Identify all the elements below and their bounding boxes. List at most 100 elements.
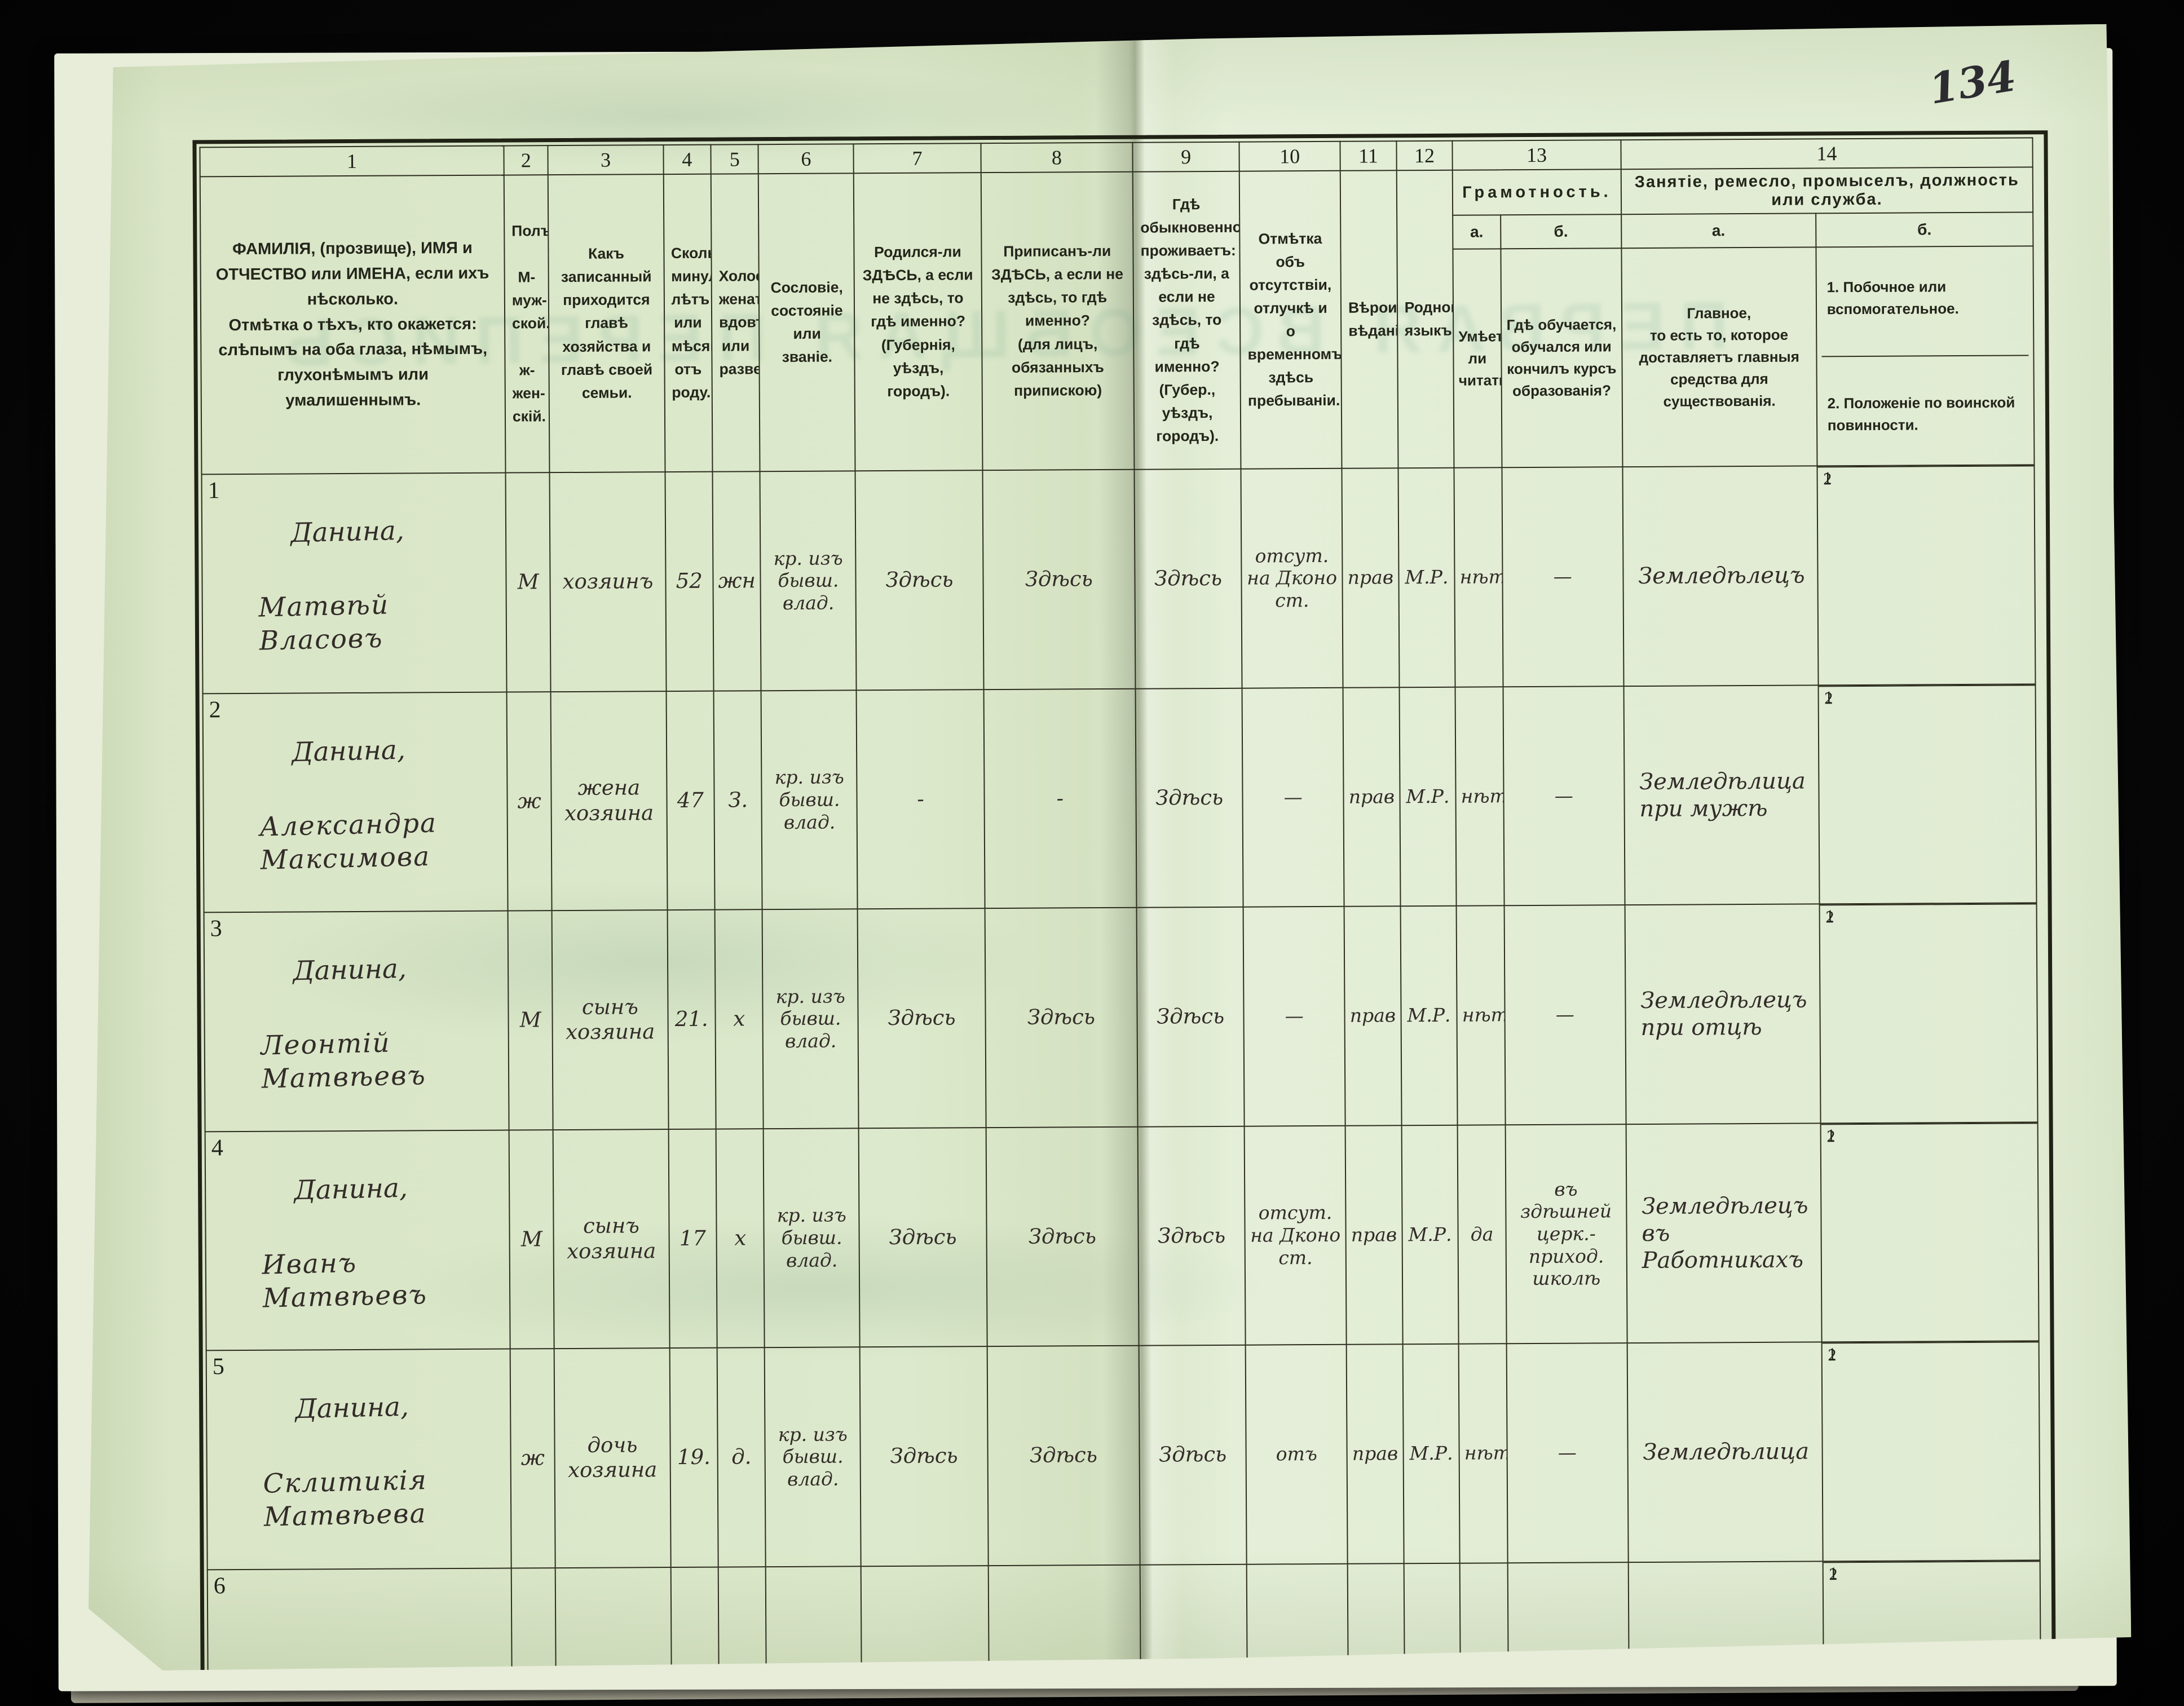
cell-age: 17: [668, 1129, 717, 1348]
col-number-13: 13: [1453, 140, 1621, 170]
row-number: 6: [213, 1572, 226, 1599]
table-body: 1 Данина, Матвѣй Власовъ М хозяинъ 52 жн…: [202, 465, 2044, 1706]
page-number: 134: [1925, 52, 2019, 114]
cell-residence: Здѣсь: [1135, 469, 1242, 688]
cell-religion: прав: [1344, 906, 1402, 1125]
literacy-a-label: а.: [1453, 215, 1501, 249]
header-absence-column: Отмѣтка объ отсутствіи, отлучкѣ и о врем…: [1239, 171, 1342, 469]
cell-occupation: Земледѣлецъ: [1622, 466, 1818, 686]
cell-name: 1 Данина, Матвѣй Власовъ: [202, 473, 507, 693]
cell-language: М.Р.: [1400, 906, 1458, 1125]
handwritten-name: Данина, Иванъ Матвѣевъ: [261, 1172, 428, 1314]
col-number-2: 2: [504, 145, 548, 175]
cell-education: въ здѣшней церк.-приход. школѣ: [1505, 1124, 1627, 1344]
cell-estate: кр. изъ бывш. влад.: [764, 1128, 860, 1347]
side-sub-1: 1: [1817, 465, 2033, 467]
cell-occupation-side: 1 2: [1817, 465, 2035, 685]
cell-occupation: Земледѣлецъ при отцѣ: [1625, 904, 1820, 1124]
divider-line: [1821, 355, 2028, 357]
cell-occupation: Земледѣлецъ въ Работникахъ: [1626, 1123, 1821, 1343]
cell-religion: прав: [1342, 468, 1400, 687]
col-number-3: 3: [548, 145, 663, 175]
cell-relation: сынъ хозяина: [552, 910, 668, 1130]
table-row: 1 Данина, Матвѣй Власовъ М хозяинъ 52 жн…: [202, 465, 2036, 693]
occupation-a-desc: Главное, то есть то, которое доставляетъ…: [1621, 247, 1817, 467]
cell-education: —: [1506, 1343, 1628, 1563]
cell-estate: кр. изъ бывш. влад.: [765, 1347, 861, 1566]
occupation-b-item2: 2. Положеніе по воинской повинности.: [1827, 394, 2015, 434]
cell-literacy: да: [1458, 1125, 1506, 1344]
cell-education: —: [1504, 905, 1626, 1125]
cell-relation: дочь хозяина: [554, 1348, 670, 1568]
cell-age: 21.: [667, 910, 716, 1129]
cell-birthplace: Здѣсь: [855, 470, 983, 690]
cell-birthplace: Здѣсь: [859, 1128, 987, 1347]
col-number-10: 10: [1239, 142, 1340, 171]
header-residence-column: Гдѣ обыкновенно проживаетъ: здѣсь-ли, а …: [1133, 171, 1241, 470]
cell-education: —: [1503, 686, 1625, 906]
literacy-b-desc: Гдѣ обучается, обучался или кончилъ курс…: [1501, 248, 1622, 467]
col-number-12: 12: [1396, 141, 1453, 171]
cell-sex: М: [508, 911, 553, 1130]
row-number: 5: [212, 1354, 224, 1380]
table-row: 4 Данина, Иванъ Матвѣевъ М сынъ хозяина …: [205, 1122, 2039, 1351]
cell-estate: кр. изъ бывш. влад.: [760, 471, 857, 690]
cell-literacy: нѣтъ: [1454, 467, 1503, 687]
header-religion-column: Вѣроиспо-вѣданіе.: [1340, 170, 1398, 469]
cell-occupation-side: 1 2: [1820, 1122, 2039, 1342]
table-row: 2 Данина, Александра Максимова ж жена хо…: [203, 684, 2037, 913]
col-number-6: 6: [758, 144, 854, 174]
cell-residence: Здѣсь: [1139, 1345, 1247, 1564]
cell-birthplace: Здѣсь: [858, 908, 986, 1128]
handwritten-name: Данина, Матвѣй Власовъ: [258, 515, 405, 657]
cell-sex: ж: [507, 692, 552, 911]
col-number-11: 11: [1340, 141, 1397, 171]
header-occupation-group: Занятіе, ремесло, промыселъ, должность и…: [1621, 167, 2033, 214]
cell-registration: Здѣсь: [986, 1126, 1139, 1346]
cell-marital: д.: [717, 1347, 766, 1567]
cell-birthplace: -: [857, 690, 985, 909]
cell-religion: прав: [1347, 1344, 1404, 1563]
cell-language: М.Р.: [1402, 1344, 1460, 1563]
cell-absence: —: [1243, 907, 1345, 1126]
cell-estate: кр. изъ бывш. влад.: [762, 909, 859, 1128]
cell-sex: М: [509, 1130, 554, 1349]
cell-occupation-side: 1 2: [1821, 1341, 2040, 1561]
cell-registration: Здѣсь: [985, 908, 1138, 1128]
side-sub-1: 1: [1820, 903, 2036, 905]
header-sex-column: Полъ. М-муж-ской. ж-жен-скій.: [504, 175, 550, 472]
occupation-b-label: б.: [1816, 212, 2033, 247]
cell-absence: отъ: [1246, 1345, 1348, 1564]
header-literacy-group: Грамотность.: [1453, 169, 1621, 215]
cell-name: 2 Данина, Александра Максимова: [203, 692, 508, 912]
cell-religion: прав: [1343, 687, 1401, 907]
header-relation-column: Какъ записанный приходится главѣ хозяйст…: [548, 174, 665, 472]
col-number-14: 14: [1621, 138, 2032, 169]
cell-marital: х: [716, 1129, 765, 1348]
cell-language: М.Р.: [1398, 468, 1455, 687]
cell-occupation-side: 1 2: [1818, 684, 2036, 904]
row-number: 3: [210, 916, 222, 942]
header-registration-column: Приписанъ-ли ЗДѢСЬ, а если не здѣсь, то …: [981, 172, 1134, 470]
table-row: 5 Данина, Склитикія Матвѣева ж дочь хозя…: [206, 1341, 2040, 1570]
col-number-9: 9: [1133, 142, 1239, 172]
col-number-5: 5: [711, 144, 758, 174]
row-number: 2: [209, 696, 221, 723]
cell-relation: хозяинъ: [550, 472, 666, 692]
occupation-b-item1: 1. Побочное или вспомогательное.: [1826, 278, 1959, 318]
side-sub-1: 1: [1822, 1341, 2038, 1343]
side-sub-1: 1: [1819, 684, 2035, 687]
col-number-8: 8: [981, 143, 1133, 173]
cell-registration: Здѣсь: [987, 1346, 1140, 1566]
cell-occupation: Земледѣлица: [1627, 1342, 1823, 1562]
cell-literacy: нѣтъ: [1455, 687, 1504, 906]
cell-absence: отсут. на Дконо ст.: [1245, 1125, 1347, 1345]
cell-registration: -: [983, 688, 1137, 908]
cell-literacy: нѣтъ: [1459, 1343, 1507, 1563]
handwritten-name: Данина, Александра Максимова: [259, 733, 438, 876]
cell-marital: жн: [712, 471, 761, 691]
header-name-column: ФАМИЛІЯ, (прозвище), ИМЯ и ОТЧЕСТВО или …: [200, 175, 506, 475]
census-sheet: ПЕРВАЯ ВСЕОБЩАЯ ПЕРЕПИСЬ 134 1 2: [80, 24, 2131, 1671]
cell-name: 3 Данина, Леонтій Матвѣевъ: [204, 911, 509, 1132]
